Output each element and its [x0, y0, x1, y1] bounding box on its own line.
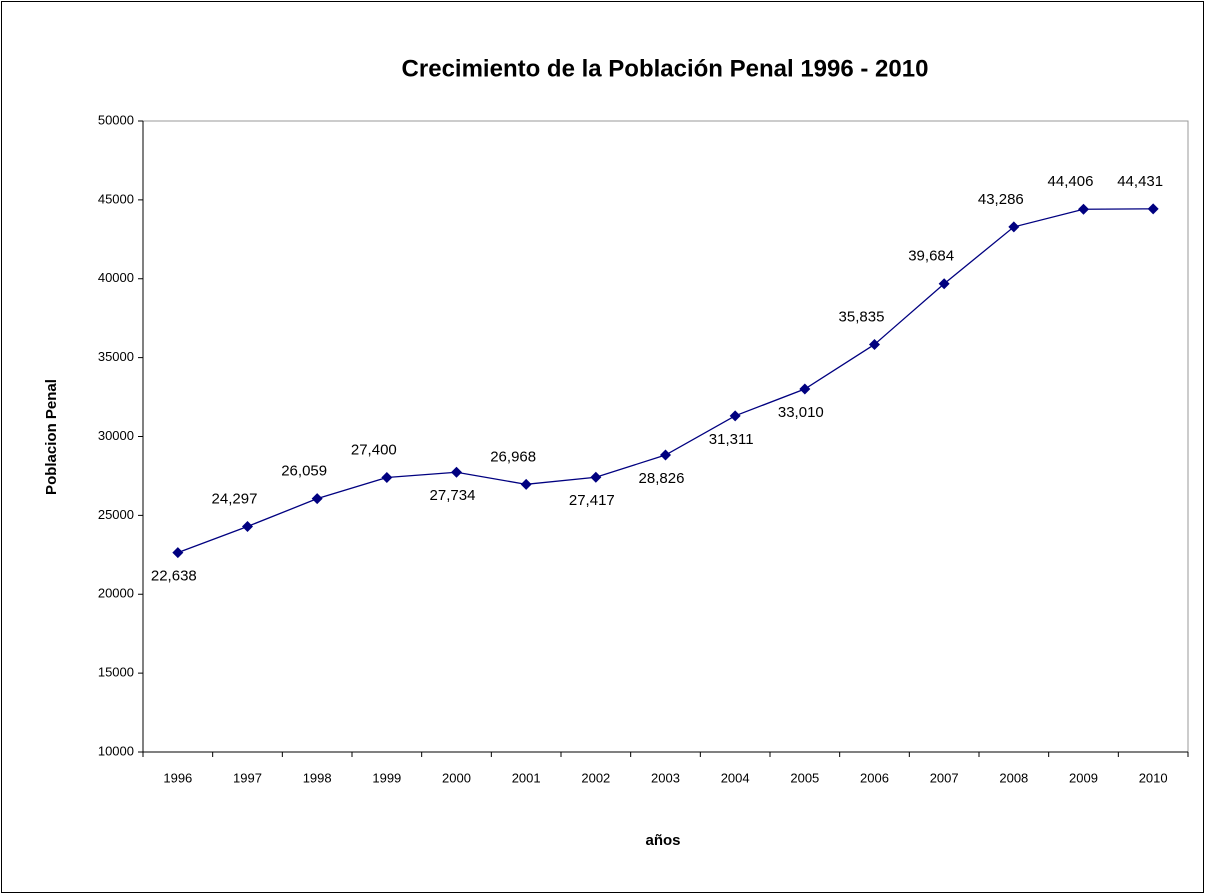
- x-tick-label: 2009: [1069, 770, 1098, 785]
- data-label: 27,734: [430, 487, 476, 504]
- data-label: 35,835: [839, 308, 885, 325]
- x-tick-label: 1996: [163, 770, 192, 785]
- marker: [172, 547, 184, 559]
- data-label: 44,406: [1048, 173, 1094, 190]
- y-tick-label: 20000: [98, 586, 134, 601]
- marker: [799, 383, 811, 395]
- y-tick-label: 10000: [98, 743, 134, 758]
- data-label: 33,010: [778, 404, 824, 421]
- data-label: 39,684: [908, 248, 954, 265]
- y-tick-label: 30000: [98, 428, 134, 443]
- y-tick-label: 45000: [98, 191, 134, 206]
- marker: [242, 520, 253, 532]
- x-tick-label: 2004: [721, 770, 750, 785]
- marker: [520, 478, 532, 490]
- y-tick-label: 50000: [98, 112, 134, 127]
- data-label: 43,286: [978, 191, 1024, 208]
- marker: [1147, 203, 1159, 215]
- data-label: 44,431: [1117, 173, 1163, 190]
- marker: [869, 338, 880, 350]
- y-tick-label: 25000: [98, 507, 134, 522]
- x-tick-label: 2005: [790, 770, 819, 785]
- x-tick-label: 2003: [651, 770, 680, 785]
- marker: [451, 466, 462, 478]
- x-tick-label: 2007: [930, 770, 959, 785]
- x-tick-label: 2006: [860, 770, 889, 785]
- x-tick-label: 2010: [1139, 770, 1168, 785]
- y-axis-label: Poblacion Penal: [43, 379, 60, 495]
- marker: [590, 471, 602, 483]
- y-tick-label: 35000: [98, 349, 134, 364]
- marker: [729, 410, 741, 422]
- marker: [938, 278, 950, 290]
- marker: [311, 493, 323, 505]
- data-label: 28,826: [639, 470, 685, 487]
- x-tick-label: 1997: [233, 770, 262, 785]
- marker: [660, 449, 671, 461]
- x-tick-label: 2002: [581, 770, 610, 785]
- data-label: 31,311: [709, 431, 754, 448]
- data-label: 26,059: [281, 463, 327, 480]
- y-tick-label: 40000: [98, 270, 134, 285]
- chart-title: Crecimiento de la Población Penal 1996 -…: [402, 55, 929, 82]
- data-label: 24,297: [212, 490, 258, 507]
- data-label: 26,968: [490, 448, 536, 465]
- x-tick-label: 1999: [372, 770, 401, 785]
- x-axis-label: años: [645, 832, 680, 849]
- data-label: 22,638: [151, 568, 197, 585]
- y-tick-label: 15000: [98, 665, 134, 680]
- marker: [1008, 221, 1020, 233]
- x-tick-label: 2008: [999, 770, 1028, 785]
- marker: [381, 472, 393, 484]
- x-tick-label: 2001: [512, 770, 541, 785]
- marker: [1078, 203, 1089, 215]
- x-tick-label: 2000: [442, 770, 471, 785]
- data-label: 27,400: [351, 441, 397, 458]
- data-label: 27,417: [569, 492, 615, 509]
- x-tick-label: 1998: [303, 770, 332, 785]
